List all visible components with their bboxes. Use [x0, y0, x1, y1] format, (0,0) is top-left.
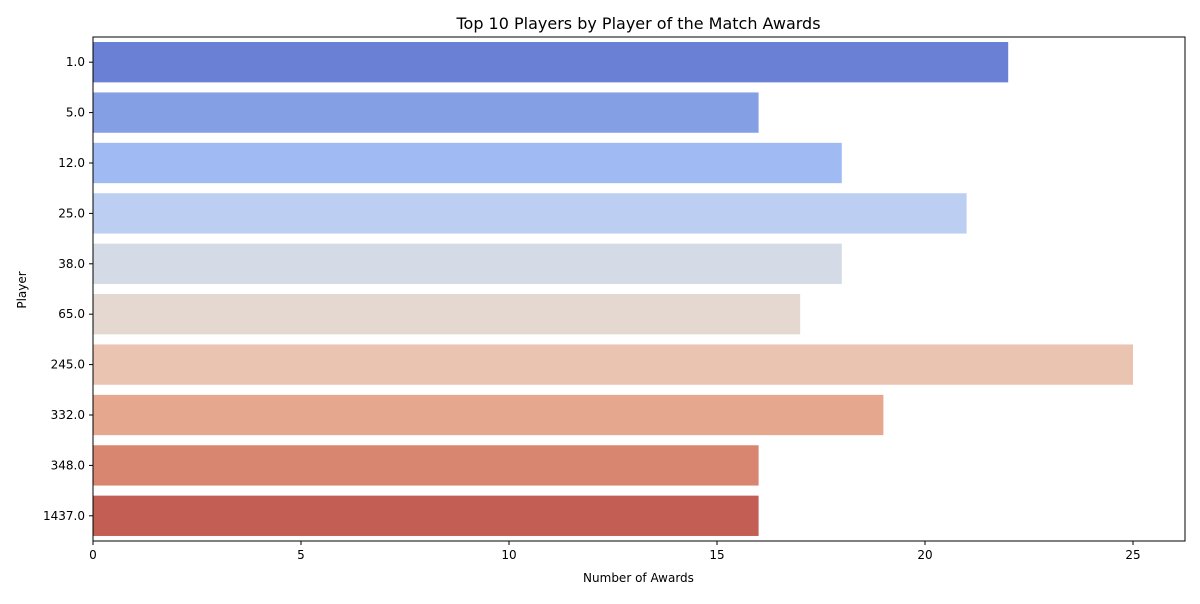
- axes-group: 1.0 5.0 12.0 25.0 38.0 65.0 245.0 332.0 348.0 143…: [43, 36, 1186, 562]
- y-axis-label: Player: [15, 271, 29, 308]
- x-axis-label: Number of Awards: [583, 571, 694, 585]
- y-tick-label: 5.0: [66, 106, 85, 120]
- bars-group: [93, 42, 1133, 536]
- y-tick-label: 12.0: [58, 156, 85, 170]
- x-tick-label: 20: [917, 548, 932, 562]
- plot-frame: [92, 36, 1186, 542]
- bar-38.0: [93, 243, 842, 284]
- x-tick-label: 10: [501, 548, 516, 562]
- bar-245.0: [93, 344, 1133, 385]
- bar-1437.0: [93, 495, 759, 536]
- y-tick-label: 38.0: [58, 257, 85, 271]
- bar-65.0: [93, 294, 801, 335]
- x-tick-label: 0: [89, 548, 97, 562]
- y-tick-label: 245.0: [51, 358, 85, 372]
- y-tick-label: 25.0: [58, 206, 85, 220]
- x-tick-label: 25: [1125, 548, 1140, 562]
- bar-5.0: [93, 92, 759, 133]
- bar-25.0: [93, 193, 967, 234]
- bar-1.0: [93, 42, 1009, 83]
- bar-332.0: [93, 394, 884, 436]
- y-tick-label: 65.0: [58, 307, 85, 321]
- chart-title: Top 10 Players by Player of the Match Aw…: [455, 14, 820, 33]
- y-tick-label: 1.0: [66, 55, 85, 69]
- bar-12.0: [93, 142, 842, 184]
- x-tick-label: 5: [297, 548, 305, 562]
- y-tick-label: 332.0: [51, 408, 85, 422]
- x-tick-label: 15: [709, 548, 724, 562]
- y-tick-label: 348.0: [51, 458, 85, 472]
- y-tick-label: 1437.0: [43, 509, 85, 523]
- bar-348.0: [93, 445, 759, 486]
